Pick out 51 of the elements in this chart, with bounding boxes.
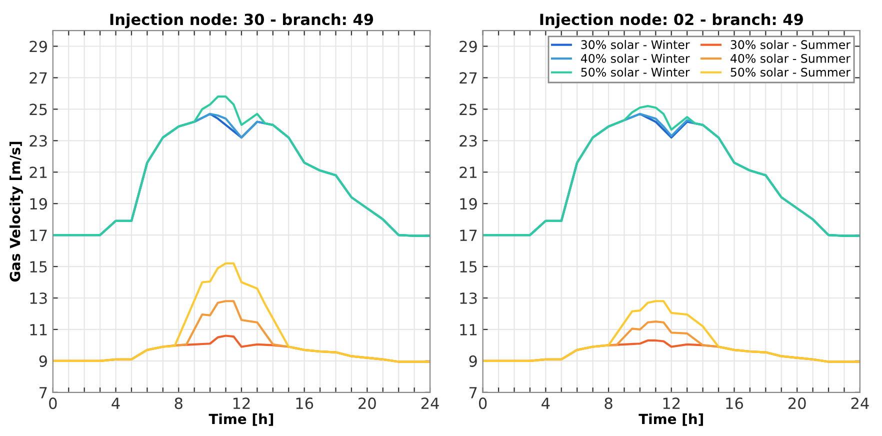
- x-axis-title: Time [h]: [638, 413, 703, 426]
- y-tick-label: 25: [30, 104, 47, 116]
- y-tick-label: 13: [30, 292, 47, 304]
- legend-label: 40% solar - Winter: [580, 54, 690, 63]
- x-tick-label: 24: [421, 398, 439, 409]
- x-tick-label: 12: [233, 398, 250, 409]
- y-tick-label: 17: [30, 230, 47, 241]
- y-tick-label: 9: [469, 355, 477, 367]
- y-tick-label: 19: [30, 198, 47, 210]
- x-tick-label: 0: [478, 398, 487, 410]
- x-tick-label: 24: [851, 398, 869, 409]
- x-tick-label: 4: [542, 398, 550, 409]
- y-tick-label: 15: [30, 261, 47, 273]
- line-series: [52, 262, 430, 363]
- x-tick-label: 16: [726, 398, 744, 410]
- y-tick-label: 17: [460, 230, 477, 241]
- y-tick-label: 23: [460, 135, 477, 147]
- y-tick-label: 29: [30, 40, 47, 52]
- chart-title: Injection node: 30 - branch: 49: [110, 13, 374, 28]
- line-series: [482, 300, 860, 363]
- y-tick-label: 13: [460, 292, 477, 304]
- x-tick-label: 20: [358, 398, 376, 410]
- legend-label: 30% solar - Winter: [581, 40, 690, 50]
- y-tick-label: 7: [470, 387, 477, 398]
- x-tick-label: 8: [174, 398, 182, 410]
- y-axis-title: Gas Velocity [m/s]: [10, 142, 24, 282]
- y-tick-label: 29: [460, 40, 477, 52]
- y-tick-label: 27: [460, 72, 477, 84]
- y-tick-label: 9: [39, 355, 47, 367]
- legend-label: 50% solar - Summer: [730, 68, 851, 77]
- chart-title: Injection node: 02 - branch: 49: [540, 13, 803, 28]
- y-tick-label: 21: [30, 166, 47, 178]
- y-tick-label: 11: [460, 324, 477, 336]
- x-tick-label: 0: [49, 398, 57, 410]
- x-tick-label: 16: [296, 398, 314, 410]
- y-tick-label: 15: [460, 261, 477, 273]
- legend-label: 50% solar - Winter: [581, 68, 690, 77]
- y-tick-label: 23: [30, 135, 47, 147]
- y-tick-label: 27: [30, 72, 47, 84]
- legend-label: 40% solar - Summer: [730, 54, 851, 63]
- x-tick-label: 20: [788, 398, 806, 410]
- y-tick-label: 25: [460, 104, 477, 116]
- x-tick-label: 4: [112, 398, 120, 409]
- y-tick-label: 19: [460, 198, 477, 210]
- legend-label: 30% solar - Summer: [730, 40, 851, 50]
- y-tick-label: 21: [460, 166, 477, 178]
- x-axis-title: Time [h]: [208, 413, 274, 426]
- y-tick-label: 11: [30, 324, 47, 336]
- y-tick-label: 7: [40, 387, 47, 398]
- x-tick-label: 12: [663, 398, 680, 409]
- x-tick-label: 8: [604, 398, 612, 410]
